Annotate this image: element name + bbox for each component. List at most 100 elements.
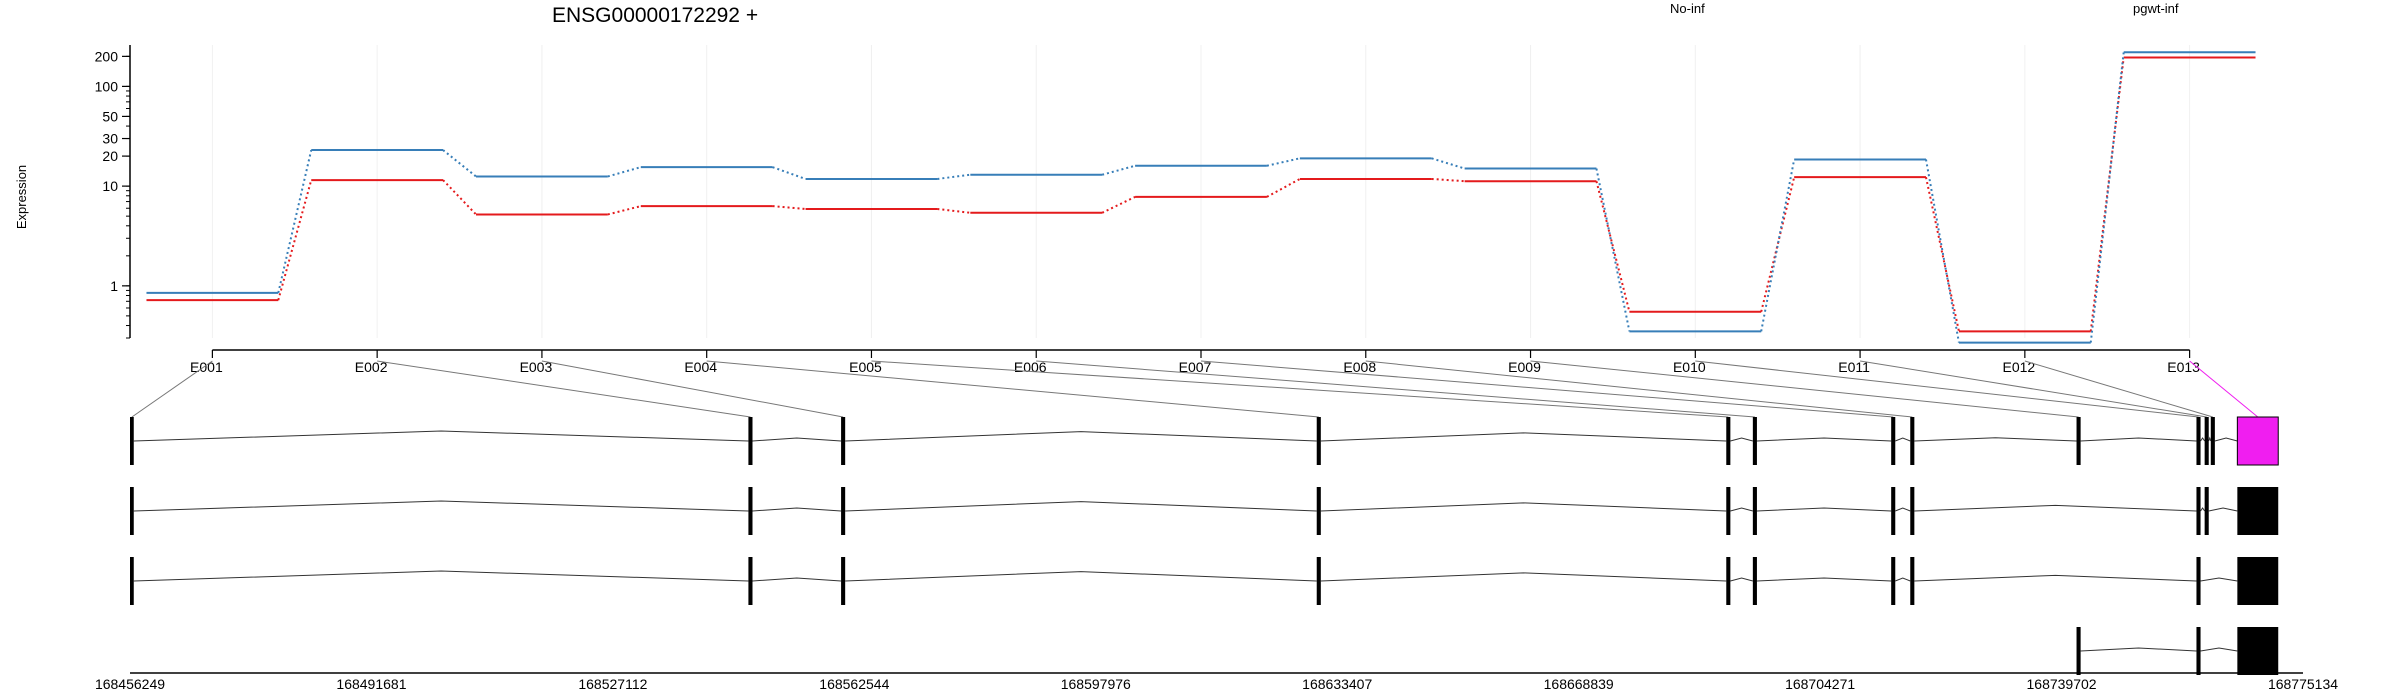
intron-line	[2200, 577, 2238, 582]
transcript-row	[130, 416, 2279, 466]
intron-line	[1730, 507, 1753, 512]
exon-box	[2236, 416, 2279, 466]
y-tick-label: 200	[95, 48, 119, 64]
coordinate-label: 168739702	[2027, 676, 2097, 692]
x-tick-label: E012	[2002, 359, 2035, 375]
series-connector	[1925, 176, 1960, 332]
exon-box	[841, 417, 846, 465]
coordinate-label: 168456249	[95, 676, 165, 692]
exon-connector-line	[2189, 360, 2259, 418]
exon-box	[2076, 627, 2081, 675]
intron-line	[845, 571, 1317, 582]
exon-box	[2196, 627, 2201, 675]
intron-line	[1320, 572, 1727, 582]
exon-box	[2237, 627, 2279, 675]
exon-box	[1910, 417, 1915, 465]
coordinate-label: 168562544	[819, 676, 889, 692]
intron-line	[1756, 437, 1892, 442]
exon-connector-line	[1530, 360, 2079, 418]
y-tick-label: 20	[102, 148, 118, 164]
exon-box	[1316, 557, 1321, 605]
exon-box	[130, 417, 134, 465]
exon-box	[2210, 417, 2215, 465]
series-lines	[146, 51, 2256, 344]
series-connector	[1431, 157, 1465, 170]
exon-connector-line	[1859, 360, 2207, 418]
gridlines	[211, 45, 2191, 338]
exon-connector-line	[131, 360, 213, 418]
intron-line	[1730, 437, 1753, 442]
series-connector	[1760, 176, 1796, 312]
intron-line	[2200, 647, 2238, 652]
intron-line	[1320, 432, 1727, 442]
genomic-coordinate-axis: 168456249 168491681 168527112 168562544 1685…	[95, 672, 2338, 692]
exon-connector-line	[377, 360, 751, 418]
y-tick-label: 100	[95, 78, 119, 94]
exon-box	[1726, 487, 1731, 535]
x-tick-label: E011	[1838, 359, 1870, 375]
y-axis-label: Expression	[14, 165, 29, 229]
exon-box	[1726, 417, 1731, 465]
intron-line	[1756, 507, 1892, 512]
exon-box	[130, 487, 134, 535]
exon-box	[130, 557, 134, 605]
exon-box	[1891, 417, 1896, 465]
legend-pgwt-inf: pgwt-inf	[2133, 1, 2179, 16]
y-tick-label: 1	[110, 278, 118, 294]
intron-line	[133, 500, 749, 512]
exon-box	[841, 487, 846, 535]
intron-line	[1914, 574, 2197, 582]
intron-line	[133, 570, 749, 582]
exon-box	[2204, 417, 2209, 465]
intron-line	[1895, 507, 1911, 512]
intron-line	[2208, 436, 2212, 442]
exon-box	[2196, 487, 2201, 535]
intron-line	[1756, 577, 1892, 582]
x-tick-label: E005	[849, 359, 882, 375]
intron-line	[2080, 647, 2197, 652]
series-connector	[277, 179, 313, 301]
series-connector	[1266, 157, 1301, 167]
chart-title: ENSG00000172292 +	[552, 4, 758, 27]
y-tick-label: 50	[102, 108, 118, 124]
intron-line	[1895, 577, 1911, 582]
intron-line	[845, 501, 1317, 512]
exon-box	[2076, 417, 2081, 465]
x-tick-label: E010	[1673, 359, 1706, 375]
exon-connectors	[131, 360, 2259, 418]
exon-box	[1910, 557, 1915, 605]
exon-box	[1752, 417, 1757, 465]
intron-line	[1730, 577, 1753, 582]
coordinate-label: 168704271	[1785, 676, 1855, 692]
x-tick-label: E008	[1343, 359, 1376, 375]
exon-connector-line	[1200, 360, 1894, 418]
intron-line	[845, 431, 1317, 442]
exon-box	[2196, 417, 2201, 465]
intron-line	[1895, 437, 1911, 442]
exon-connector-line	[541, 360, 844, 418]
exon-box	[748, 417, 753, 465]
y-tick-label: 10	[102, 178, 118, 194]
exon-box	[2237, 557, 2279, 605]
series-pgwt-inf	[146, 51, 2256, 344]
series-connector	[607, 205, 642, 216]
series-connector	[1266, 178, 1301, 198]
intron-line	[2208, 507, 2238, 512]
series-connector	[937, 173, 971, 180]
intron-line	[2214, 437, 2238, 442]
x-tick-label: E013	[2167, 359, 2200, 375]
series-connector	[442, 149, 477, 178]
y-tick-label: 30	[102, 131, 118, 147]
x-axis: E001 E002 E003 E004 E005 E006 E007 E008 E009 E010…	[190, 349, 2200, 375]
intron-line	[2200, 437, 2206, 442]
exon-box	[748, 557, 753, 605]
exon-box	[1752, 487, 1757, 535]
x-tick-label: E009	[1508, 359, 1541, 375]
exon-connector-line	[1365, 360, 1913, 418]
x-tick-label: E007	[1179, 359, 1212, 375]
exon-connector-line	[706, 360, 1319, 418]
intron-line	[133, 430, 749, 442]
series-connector	[1101, 164, 1136, 176]
series-No-inf	[146, 56, 2256, 333]
